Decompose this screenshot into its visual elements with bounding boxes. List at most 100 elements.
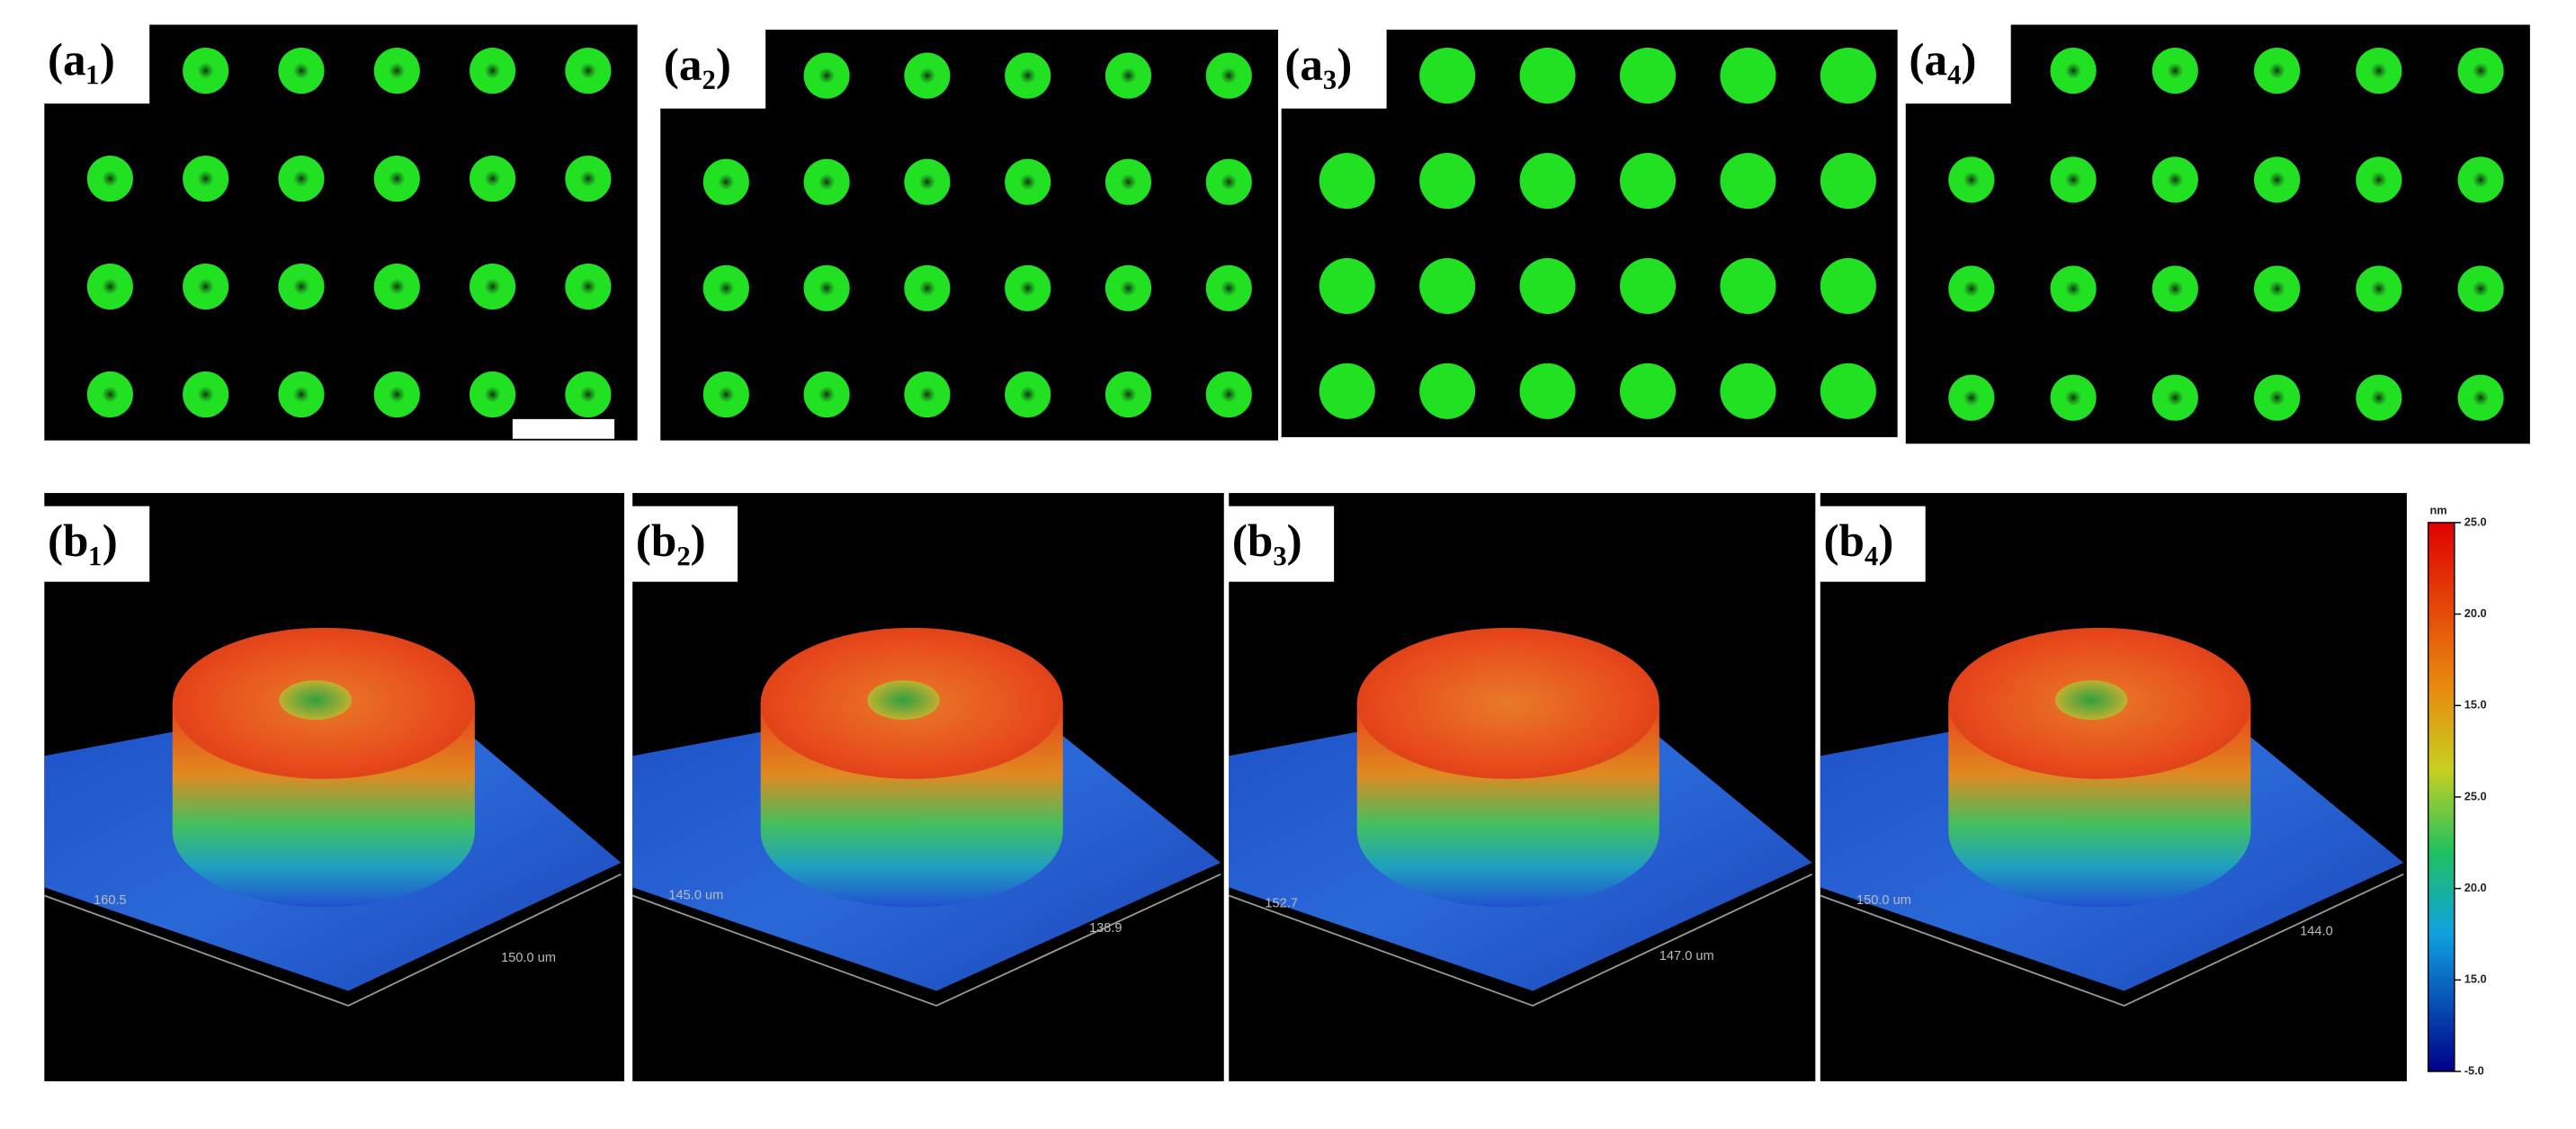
- dot: [1720, 152, 1776, 210]
- dot: [470, 371, 516, 418]
- dot: [2356, 374, 2402, 421]
- panel-label: (a₂): [664, 40, 731, 91]
- crater: [279, 680, 352, 721]
- cylinder-top: [1356, 627, 1659, 779]
- dot: [183, 263, 229, 310]
- dot: [1319, 363, 1375, 419]
- colorbar-label: -5.0: [2464, 1063, 2484, 1077]
- dot: [183, 155, 229, 202]
- dot: [278, 155, 325, 202]
- panel-label: (b₂): [636, 515, 706, 567]
- panel-label: (a₃): [1284, 40, 1352, 91]
- dot: [1105, 371, 1152, 418]
- dimension-label: 138.9: [1089, 921, 1123, 936]
- dot: [1005, 371, 1051, 418]
- base-edge: [44, 873, 622, 1007]
- dot: [1519, 363, 1576, 419]
- dot: [1948, 265, 1995, 312]
- colorbar-label: 15.0: [2464, 972, 2487, 986]
- dimension-label: 144.0: [2300, 925, 2333, 939]
- dot: [373, 371, 420, 418]
- panel-label: (b₄): [1823, 515, 1893, 567]
- dot: [1419, 48, 1476, 104]
- dot: [2254, 157, 2301, 203]
- crater: [2054, 680, 2128, 721]
- dot: [803, 264, 850, 311]
- colorbar-label: 25.0: [2464, 515, 2487, 528]
- dot: [904, 158, 951, 205]
- dot: [904, 371, 951, 418]
- dot: [470, 48, 516, 94]
- dimension-label: 152.7: [1265, 897, 1298, 911]
- dot: [278, 48, 325, 94]
- dot: [1519, 257, 1576, 314]
- dot: [904, 52, 951, 99]
- dimension-label: 150.0 um: [501, 951, 556, 965]
- dot: [803, 52, 850, 99]
- dot: [1205, 264, 1252, 311]
- dot: [1948, 157, 1995, 203]
- colorbar-label: 15.0: [2464, 698, 2487, 712]
- dot: [86, 371, 133, 418]
- dot: [2151, 265, 2198, 312]
- dot: [2050, 265, 2097, 312]
- dot: [1619, 48, 1677, 104]
- base-edge: [1228, 873, 1813, 1007]
- dot: [1720, 257, 1776, 314]
- dot: [1419, 152, 1476, 210]
- dot: [2050, 374, 2097, 421]
- dot: [373, 155, 420, 202]
- dot: [278, 371, 325, 418]
- dot: [565, 263, 612, 310]
- dot: [1319, 257, 1375, 314]
- colorbar-label: 20.0: [2464, 606, 2487, 620]
- dot: [86, 155, 133, 202]
- label-box: [657, 26, 766, 109]
- dot: [1720, 48, 1776, 104]
- scale-bar: [512, 418, 615, 439]
- dot: [2457, 374, 2504, 421]
- dot: [904, 264, 951, 311]
- dimension-label: 145.0 um: [668, 888, 723, 902]
- dot: [1005, 52, 1051, 99]
- dot: [1205, 52, 1252, 99]
- colorbar-unit: nm: [2429, 504, 2446, 517]
- label-box: [629, 506, 738, 582]
- dot: [1820, 363, 1876, 419]
- dot: [183, 371, 229, 418]
- dot: [2050, 157, 2097, 203]
- dot: [2457, 265, 2504, 312]
- dot: [278, 263, 325, 310]
- dot: [1720, 363, 1776, 419]
- dot: [373, 48, 420, 94]
- label-box: [1817, 506, 1926, 582]
- dot: [1205, 158, 1252, 205]
- dot: [1005, 264, 1051, 311]
- dot: [1319, 152, 1375, 210]
- dimension-label: 150.0 um: [1856, 893, 1911, 908]
- panel-label: (b₃): [1232, 515, 1302, 567]
- dot: [1820, 257, 1876, 314]
- dot: [86, 263, 133, 310]
- dot: [1619, 152, 1677, 210]
- label-box: [1902, 21, 2011, 104]
- dot: [1419, 257, 1476, 314]
- base-edge: [1820, 873, 2404, 1007]
- dimension-label: 160.5: [94, 893, 127, 908]
- panel-label: (a₄): [1909, 34, 1976, 85]
- dot: [2457, 157, 2504, 203]
- dot: [2050, 48, 2097, 94]
- dot: [1105, 52, 1152, 99]
- dot: [1519, 152, 1576, 210]
- dimension-label: 147.0 um: [1659, 949, 1714, 963]
- dot: [803, 158, 850, 205]
- dot: [1519, 48, 1576, 104]
- label-box: [40, 506, 150, 582]
- label-box: [1278, 26, 1387, 109]
- label-box: [40, 21, 150, 104]
- dot: [1820, 48, 1876, 104]
- dot: [373, 263, 420, 310]
- dot: [702, 158, 749, 205]
